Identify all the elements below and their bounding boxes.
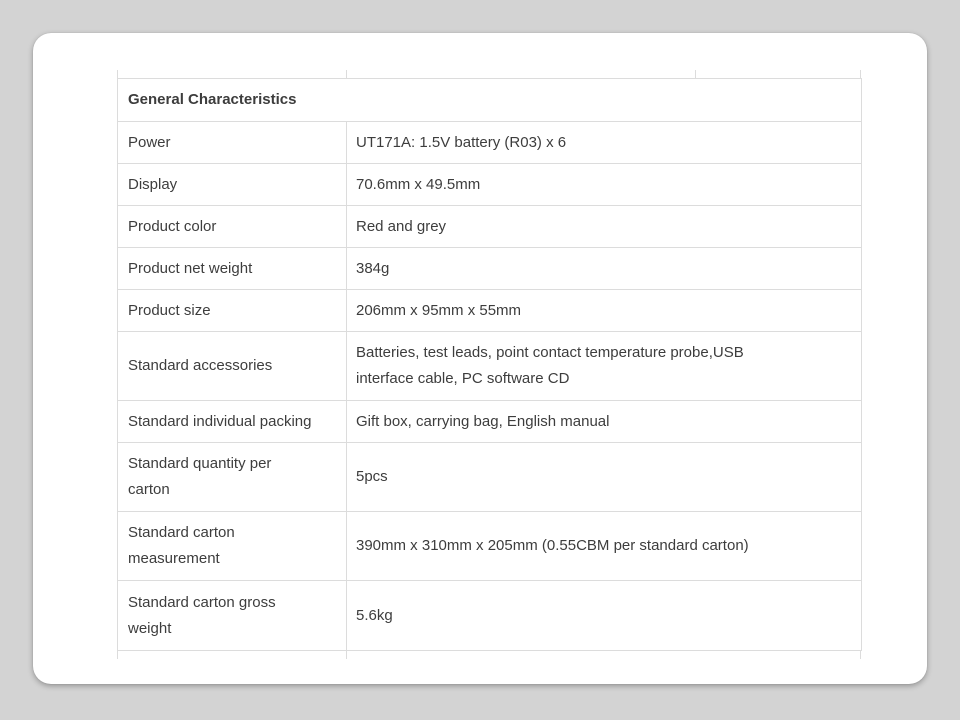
row-label: Product net weight: [117, 247, 347, 290]
row-value: UT171A: 1.5V battery (R03) x 6: [345, 121, 863, 164]
column-divider: [346, 651, 347, 659]
table-row: Product size 206mm x 95mm x 55mm: [117, 289, 863, 332]
row-value: Red and grey: [345, 205, 863, 248]
table-row: Standard carton gross weight 5.6kg: [117, 580, 863, 651]
spec-table: General Characteristics Power UT171A: 1.…: [116, 78, 863, 651]
table-row: Product color Red and grey: [117, 205, 863, 248]
table-cutoff-row-bottom: [117, 651, 861, 659]
table-row: Standard individual packing Gift box, ca…: [117, 400, 863, 443]
table-row: Product net weight 384g: [117, 247, 863, 290]
section-header: General Characteristics: [116, 78, 863, 122]
row-value: 70.6mm x 49.5mm: [345, 163, 863, 206]
row-label: Standard individual packing: [117, 400, 347, 443]
row-value: 5pcs: [345, 442, 863, 512]
table-row: Power UT171A: 1.5V battery (R03) x 6: [117, 121, 863, 164]
row-label: Product size: [117, 289, 347, 332]
row-value: 390mm x 310mm x 205mm (0.55CBM per stand…: [345, 511, 863, 581]
row-label: Display: [117, 163, 347, 206]
row-value: Gift box, carrying bag, English manual: [345, 400, 863, 443]
table-row: Standard carton measurement 390mm x 310m…: [117, 511, 863, 581]
row-label: Product color: [117, 205, 347, 248]
row-label: Standard accessories: [117, 331, 347, 401]
content-card: General Characteristics Power UT171A: 1.…: [33, 33, 927, 684]
spec-table-area: General Characteristics Power UT171A: 1.…: [116, 70, 863, 659]
row-value: 384g: [345, 247, 863, 290]
table-row: Display 70.6mm x 49.5mm: [117, 163, 863, 206]
row-value: Batteries, test leads, point contact tem…: [345, 331, 863, 401]
column-divider: [695, 70, 696, 78]
table-cutoff-row-top: [117, 70, 861, 78]
row-label: Standard carton measurement: [117, 511, 347, 581]
section-header-row: General Characteristics: [116, 78, 863, 122]
column-divider: [346, 70, 347, 78]
row-value: 206mm x 95mm x 55mm: [345, 289, 863, 332]
row-label: Standard carton gross weight: [117, 580, 347, 651]
row-label: Power: [117, 121, 347, 164]
row-value: 5.6kg: [345, 580, 863, 651]
table-row: Standard quantity per carton 5pcs: [117, 442, 863, 512]
row-label: Standard quantity per carton: [117, 442, 347, 512]
table-row: Standard accessories Batteries, test lea…: [117, 331, 863, 401]
